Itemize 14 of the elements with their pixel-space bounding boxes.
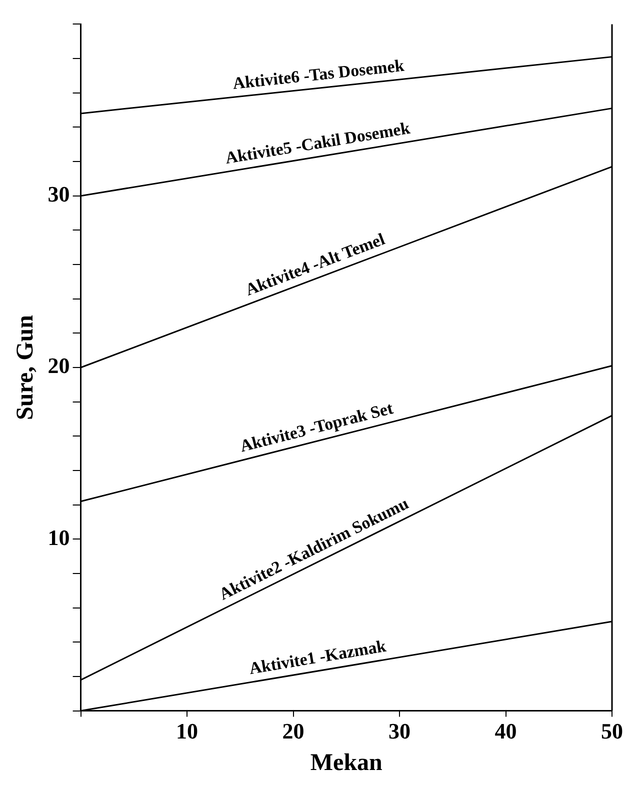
x-tick-label: 50 xyxy=(601,718,623,744)
annotation: Aktivite6 -Tas Dosemek xyxy=(232,56,406,94)
annotation: Aktivite1 -Kazmak xyxy=(248,636,388,678)
y-axis-title: Sure, Gun xyxy=(12,315,39,420)
annotation: Aktivite3 -Toprak Set xyxy=(238,398,396,456)
x-axis-title: Mekan xyxy=(310,750,382,776)
y-tick-label: 20 xyxy=(48,353,70,378)
y-tick-label: 30 xyxy=(48,182,70,207)
x-tick-label: 10 xyxy=(176,718,198,744)
y-tick-label: 10 xyxy=(48,524,70,550)
x-tick-label: 20 xyxy=(282,718,304,744)
x-tick-label: 30 xyxy=(388,718,411,744)
annotation: Aktivite5 -Cakil Dosemek xyxy=(224,118,412,168)
x-tick-label: 40 xyxy=(494,718,517,744)
